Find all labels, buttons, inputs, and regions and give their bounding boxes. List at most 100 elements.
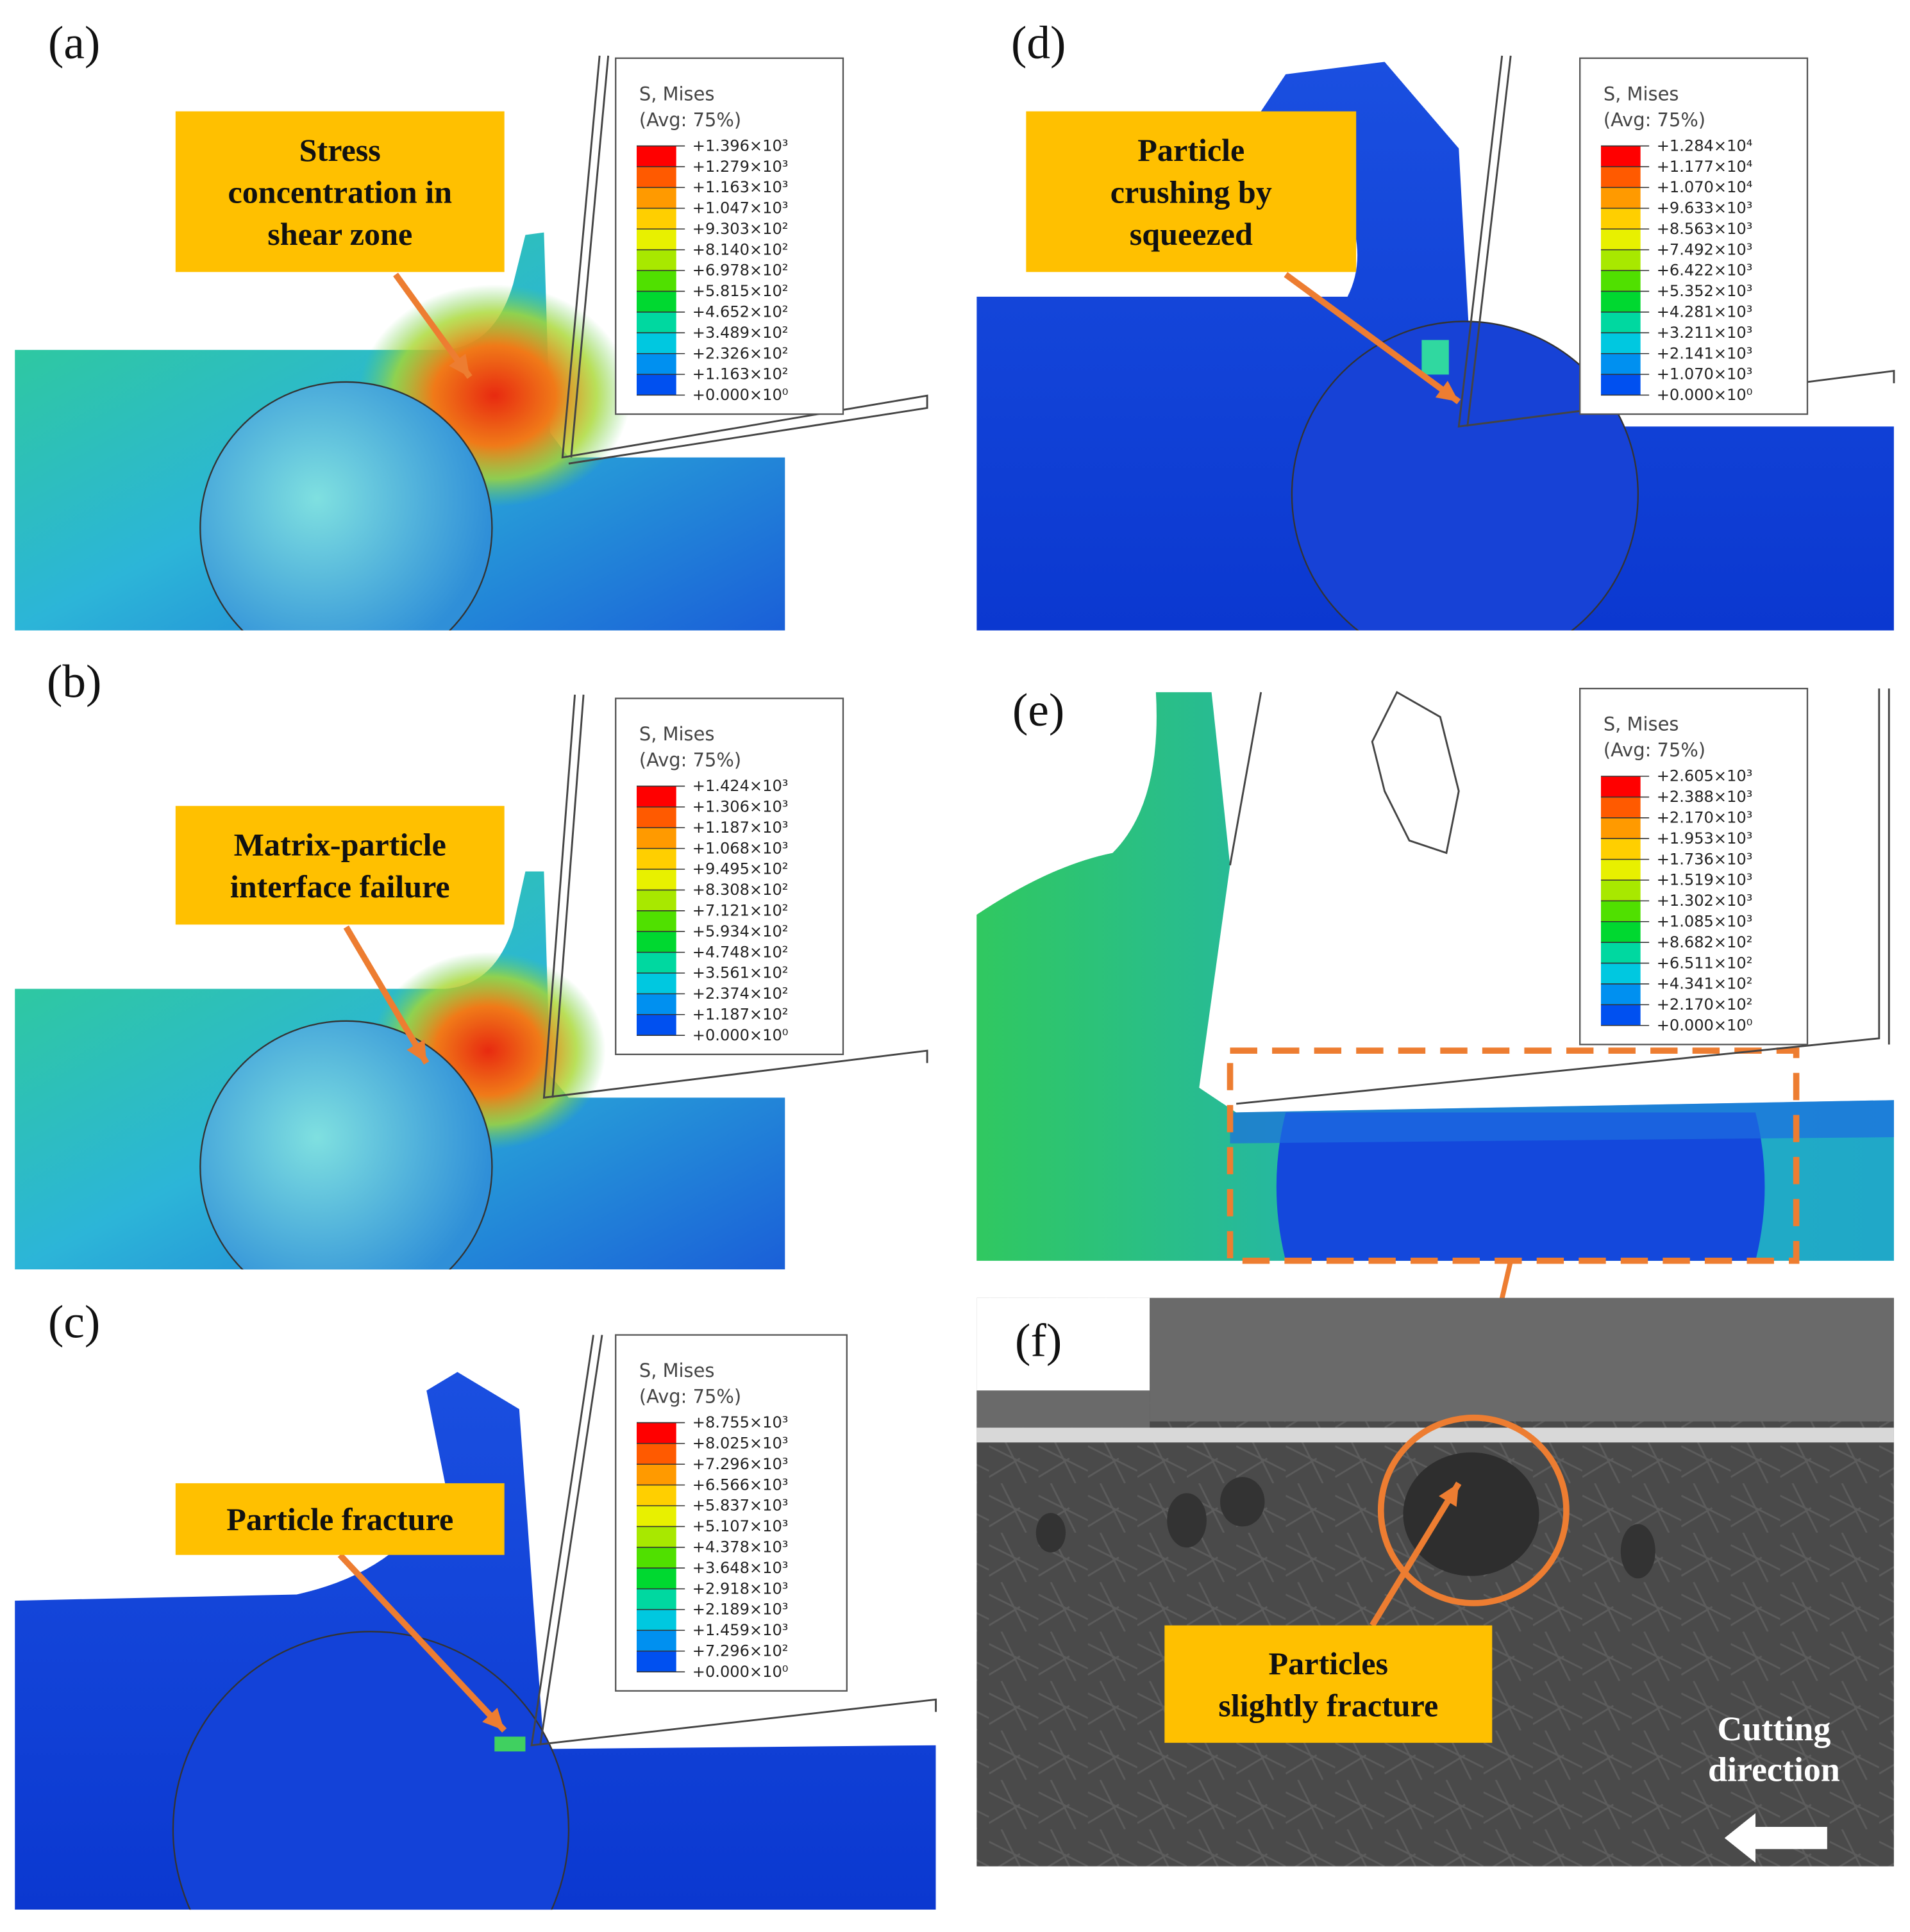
legend-swatch	[637, 374, 676, 396]
legend-value: +1.279×10³	[692, 158, 789, 176]
legend-value: +0.000×10⁰	[692, 1026, 789, 1044]
legend-swatch	[637, 1547, 676, 1569]
arrow	[343, 925, 430, 1065]
legend-swatch	[637, 312, 676, 333]
legend-value: +0.000×10⁰	[692, 386, 789, 404]
legend-value: +8.563×10³	[1657, 220, 1753, 238]
panel-label: (b)	[47, 656, 101, 708]
annotation-text: concentration in	[228, 174, 453, 210]
annotation-text: Particle fracture	[226, 1501, 453, 1537]
legend-value: +8.140×10²	[692, 240, 789, 258]
path-shape	[1236, 688, 1881, 1105]
sem-info: pressure	[1230, 1870, 1286, 1886]
annotation-box	[1026, 111, 1357, 272]
ellipse-shape	[1167, 1493, 1207, 1548]
legend-value: +0.000×10⁰	[1657, 386, 1753, 404]
legend-value: +1.070×10³	[1657, 365, 1753, 383]
path-shape	[542, 694, 928, 1099]
sem-info: WD	[1408, 1870, 1431, 1886]
legend-swatch	[637, 249, 676, 271]
legend-value: +4.378×10³	[692, 1538, 789, 1556]
legend-swatch	[637, 972, 676, 994]
legend-subtitle: (Avg: 75%)	[1604, 109, 1705, 131]
legend-value: +6.511×10²	[1657, 954, 1753, 972]
legend-swatch	[637, 806, 676, 828]
legend-swatch	[1600, 879, 1641, 901]
annotation-text: Stress	[299, 132, 381, 168]
sem-info: 12/1/2021	[1043, 1870, 1109, 1886]
ellipse-shape	[1035, 1513, 1066, 1553]
legend-swatch	[637, 229, 676, 250]
circle-shape	[199, 381, 493, 631]
panel-d-image	[976, 62, 1894, 631]
legend-subtitle: (Avg: 75%)	[639, 1386, 741, 1408]
legend-swatch	[637, 1422, 676, 1444]
legend-swatch	[1600, 901, 1641, 922]
legend-swatch	[637, 952, 676, 973]
path-shape	[570, 55, 610, 458]
sem-info: 50 μm	[1679, 1870, 1721, 1886]
legend-value: +5.107×10³	[692, 1517, 789, 1535]
legend-value: +3.211×10³	[1657, 324, 1753, 342]
circle-shape	[1291, 321, 1639, 631]
legend-swatch	[637, 786, 676, 807]
legend-value: +7.492×10³	[1657, 240, 1753, 258]
legend-value: +1.519×10³	[1657, 871, 1753, 889]
arrow-head	[406, 1039, 427, 1063]
legend-value: +5.837×10³	[692, 1497, 789, 1515]
legend-swatch	[1600, 817, 1641, 839]
legend-swatch	[1600, 374, 1641, 396]
legend-value: +7.296×10²	[692, 1642, 789, 1660]
path-shape	[1371, 690, 1460, 854]
panel-label: (a)	[48, 17, 100, 69]
path-shape	[1230, 1100, 1894, 1144]
legend-swatch	[637, 291, 676, 312]
rect-shape	[976, 1428, 1894, 1443]
legend-value: +8.682×10²	[1657, 933, 1753, 951]
path-shape	[1466, 55, 1512, 427]
legend-swatch	[637, 187, 676, 208]
legend-value: +1.306×10³	[692, 798, 789, 816]
legend-swatch	[1600, 333, 1641, 354]
sem-info: 7.9 mm	[1394, 1889, 1444, 1904]
legend-swatch	[637, 146, 676, 167]
panel-f-image	[976, 1297, 1894, 1867]
legend-value: +1.163×10³	[692, 178, 789, 196]
legend-value: +1.736×10³	[1657, 850, 1753, 868]
ellipse-shape	[1220, 1477, 1265, 1527]
legend-value: +1.085×10³	[1657, 912, 1753, 930]
legend-swatch	[1600, 146, 1641, 167]
legend-value: +2.170×10²	[1657, 995, 1753, 1013]
legend-swatch	[637, 208, 676, 229]
legend-swatch	[637, 931, 676, 953]
sem-info: mag □	[1323, 1870, 1368, 1886]
annotation-text: Matrix-particle	[234, 826, 446, 862]
annotation-text: Particle	[1137, 132, 1244, 168]
panel-label: (f)	[1015, 1314, 1062, 1366]
path-shape	[1724, 1813, 1827, 1863]
annotation-box	[1164, 1625, 1493, 1743]
legend-swatch	[637, 1568, 676, 1589]
legend-value: +1.068×10³	[692, 839, 789, 857]
rect-shape	[1421, 340, 1449, 375]
legend-value: +3.648×10³	[692, 1559, 789, 1577]
legend-subtitle: (Avg: 75%)	[639, 749, 741, 771]
legend-swatch	[1600, 271, 1641, 292]
legend-value: +0.000×10⁰	[1657, 1016, 1753, 1034]
legend-value: +4.652×10²	[692, 303, 789, 321]
path-shape	[1276, 1112, 1765, 1261]
legend-swatch	[637, 869, 676, 890]
legend-value: +5.352×10³	[1657, 282, 1753, 300]
path-shape	[561, 55, 928, 465]
direction-text: Cutting	[1717, 1710, 1830, 1748]
arrow-head	[1435, 381, 1459, 402]
legend-subtitle: (Avg: 75%)	[639, 109, 741, 131]
legend-swatch	[637, 1443, 676, 1465]
legend-swatch	[1600, 353, 1641, 374]
sem-info: 3 000 x	[1321, 1889, 1370, 1904]
legend-value: +5.934×10²	[692, 922, 789, 940]
arrow-head	[482, 1708, 505, 1731]
legend-swatch	[1600, 1004, 1641, 1026]
arrow	[1370, 1481, 1462, 1628]
